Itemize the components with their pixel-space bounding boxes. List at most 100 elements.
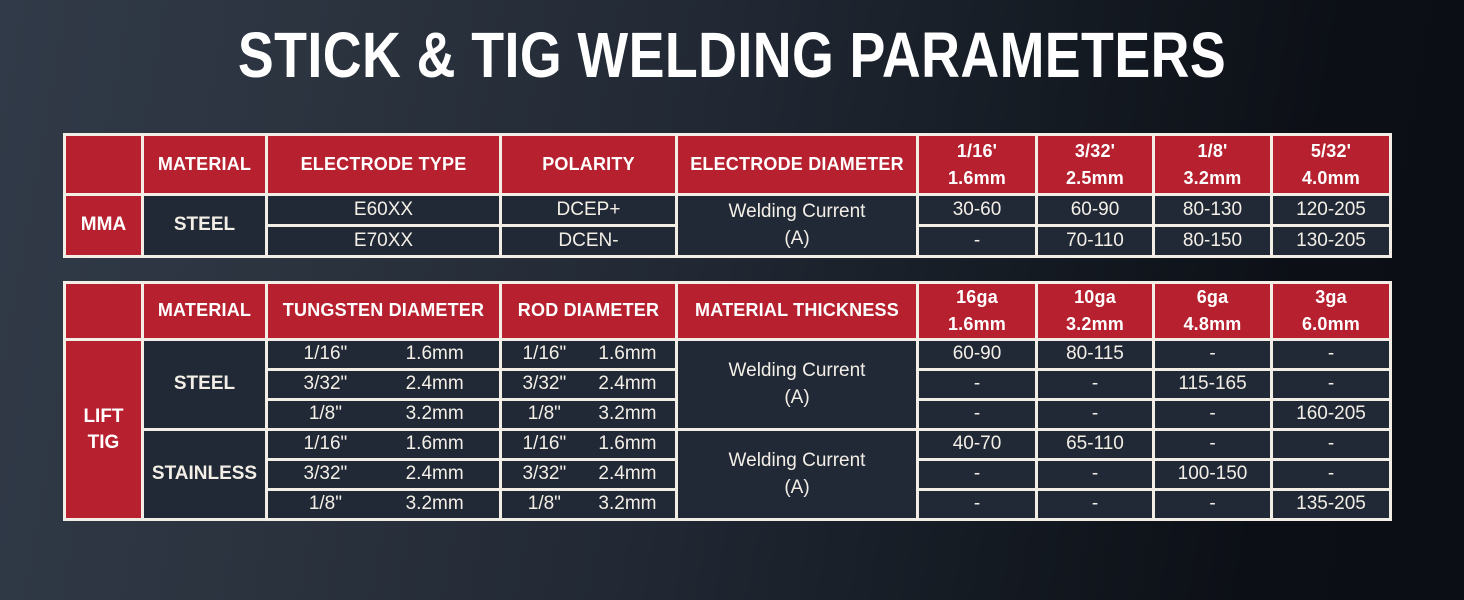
table2-material-steel-cell: STEEL	[141, 338, 268, 431]
welding-current-unit: (A)	[784, 227, 810, 249]
tungsten-diameter-cell: 1/16" 1.6mm	[265, 428, 502, 461]
rod-diameter-cell: 1/16" 1.6mm	[499, 428, 678, 461]
table1-corner-cell	[63, 133, 144, 196]
electrode-type-cell: E70XX	[265, 224, 502, 258]
table2-header-size-3ga: 3ga 6.0mm	[1270, 281, 1392, 341]
table2-steel-welding-current-cell: Welding Current (A)	[675, 338, 919, 431]
current-cell: -	[916, 458, 1038, 491]
current-cell: 115-165	[1152, 368, 1273, 401]
current-cell: 130-205	[1270, 224, 1392, 258]
diameter-inch: 1/8"	[527, 493, 561, 515]
diameter-mm: 2.4mm	[405, 463, 464, 485]
table2-header-rod-diameter: ROD DIAMETER	[499, 281, 678, 341]
stick-parameters-table: MATERIAL ELECTRODE TYPE POLARITY ELECTRO…	[63, 133, 1392, 258]
current-cell: 60-90	[916, 338, 1038, 371]
table1-header-size-1-16: 1/16' 1.6mm	[916, 133, 1038, 196]
current-cell: -	[1270, 458, 1392, 491]
welding-current-label: Welding Current	[728, 359, 866, 381]
table2-header-tungsten-diameter: TUNGSTEN DIAMETER	[265, 281, 502, 341]
welding-current-unit: (A)	[784, 476, 810, 498]
size-gauge-label: 10ga	[1074, 287, 1116, 307]
tungsten-diameter-cell: 1/8" 3.2mm	[265, 398, 502, 431]
current-cell: -	[1152, 338, 1273, 371]
diameter-inch: 3/32"	[303, 373, 348, 395]
current-cell: 40-70	[916, 428, 1038, 461]
current-cell: 30-60	[916, 193, 1038, 227]
table1-header-size-1-8: 1/8' 3.2mm	[1152, 133, 1273, 196]
current-cell: 135-205	[1270, 488, 1392, 521]
size-mm-label: 6.0mm	[1301, 314, 1361, 334]
process-line: TIG	[87, 431, 120, 453]
rod-diameter-cell: 3/32" 2.4mm	[499, 458, 678, 491]
current-cell: -	[1270, 338, 1392, 371]
diameter-mm: 1.6mm	[405, 343, 464, 365]
table1-process-cell: MMA	[63, 193, 144, 258]
diameter-inch: 1/16"	[522, 343, 567, 365]
table1-material-cell: STEEL	[141, 193, 268, 258]
current-cell: 120-205	[1270, 193, 1392, 227]
diameter-mm: 2.4mm	[598, 373, 657, 395]
table1-header-electrode-diameter: ELECTRODE DIAMETER	[675, 133, 919, 196]
current-cell: 65-110	[1035, 428, 1155, 461]
table1-header-material: MATERIAL	[141, 133, 268, 196]
current-cell: -	[1152, 428, 1273, 461]
current-cell: -	[1270, 368, 1392, 401]
polarity-cell: DCEP+	[499, 193, 678, 227]
current-cell: -	[916, 398, 1038, 431]
size-gauge-label: 6ga	[1196, 287, 1229, 307]
table2-header-size-16ga: 16ga 1.6mm	[916, 281, 1038, 341]
table2-steel-row-1: LIFT TIG STEEL 1/16" 1.6mm 1/16" 1.6mm W…	[63, 338, 1392, 521]
current-cell: -	[1270, 428, 1392, 461]
welding-current-label: Welding Current	[728, 200, 866, 222]
table2-stainless-welding-current-cell: Welding Current (A)	[675, 428, 919, 521]
size-mm-label: 4.8mm	[1183, 314, 1242, 334]
size-inch-label: 1/8'	[1197, 140, 1228, 161]
diameter-inch: 1/8"	[308, 493, 342, 515]
table1-header-row: MATERIAL ELECTRODE TYPE POLARITY ELECTRO…	[63, 133, 1392, 196]
diameter-inch: 3/32"	[522, 463, 567, 485]
diameter-mm: 1.6mm	[405, 433, 464, 455]
current-cell: -	[1035, 488, 1155, 521]
size-gauge-label: 3ga	[1315, 287, 1347, 307]
diameter-inch: 3/32"	[522, 373, 567, 395]
table2-header-material-thickness: MATERIAL THICKNESS	[675, 281, 919, 341]
current-cell: -	[916, 488, 1038, 521]
welding-current-unit: (A)	[784, 386, 810, 408]
process-line: LIFT	[83, 405, 124, 427]
current-cell: 160-205	[1270, 398, 1392, 431]
current-cell: -	[1152, 488, 1273, 521]
size-mm-label: 1.6mm	[947, 314, 1007, 334]
size-inch-label: 3/32'	[1074, 140, 1116, 161]
rod-diameter-cell: 3/32" 2.4mm	[499, 368, 678, 401]
table2-stainless-row-1: STAINLESS 1/16" 1.6mm 1/16" 1.6mm Weldin…	[65, 428, 1392, 521]
tungsten-diameter-cell: 1/16" 1.6mm	[265, 338, 502, 371]
diameter-mm: 3.2mm	[405, 493, 464, 515]
welding-current-label: Welding Current	[728, 449, 866, 471]
rod-diameter-cell: 1/16" 1.6mm	[499, 338, 678, 371]
table1-header-size-3-32: 3/32' 2.5mm	[1035, 133, 1155, 196]
table2-corner-cell	[63, 281, 144, 341]
diameter-inch: 3/32"	[303, 463, 348, 485]
current-cell: 80-130	[1152, 193, 1273, 227]
table2-stainless-row-2: 3/32" 2.4mm 3/32" 2.4mm - - 100-150 -	[65, 458, 1392, 491]
size-mm-label: 4.0mm	[1301, 167, 1361, 188]
size-mm-label: 3.2mm	[1183, 167, 1242, 188]
electrode-type-cell: E60XX	[265, 193, 502, 227]
rod-diameter-cell: 1/8" 3.2mm	[499, 398, 678, 431]
diameter-mm: 1.6mm	[598, 433, 657, 455]
current-cell: -	[1152, 398, 1273, 431]
size-inch-label: 5/32'	[1310, 140, 1352, 161]
diameter-mm: 3.2mm	[405, 403, 464, 425]
size-inch-label: 1/16'	[956, 140, 998, 161]
page-title: STICK & TIG WELDING PARAMETERS	[237, 19, 1227, 91]
current-cell: -	[1035, 398, 1155, 431]
size-gauge-label: 16ga	[956, 287, 998, 307]
size-mm-label: 1.6mm	[947, 167, 1007, 188]
diameter-inch: 1/8"	[527, 403, 561, 425]
diameter-inch: 1/16"	[522, 433, 567, 455]
diameter-mm: 3.2mm	[598, 403, 657, 425]
table1-header-polarity: POLARITY	[499, 133, 678, 196]
table1-header-size-5-32: 5/32' 4.0mm	[1270, 133, 1392, 196]
diameter-inch: 1/8"	[308, 403, 342, 425]
table2-header-row: MATERIAL TUNGSTEN DIAMETER ROD DIAMETER …	[63, 281, 1392, 341]
